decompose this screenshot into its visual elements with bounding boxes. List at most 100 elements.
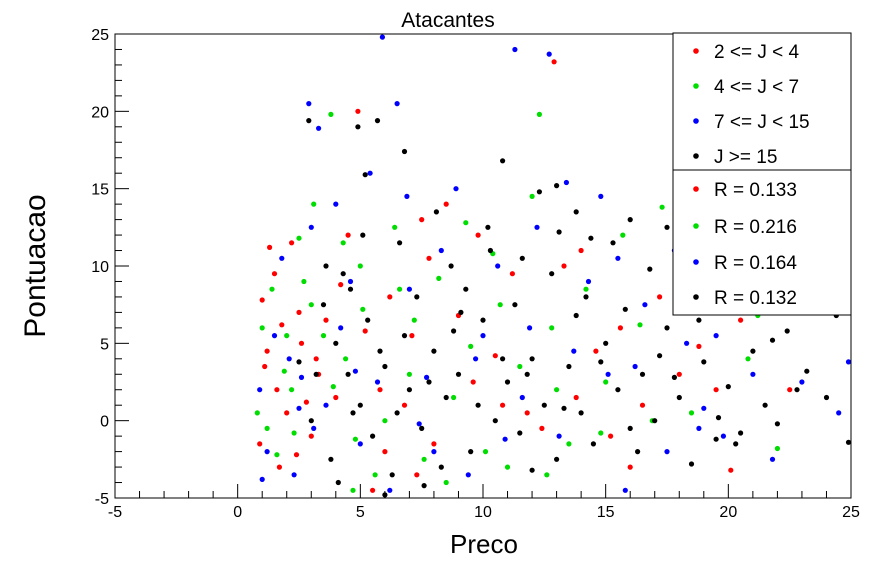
x-tick-label: 20 — [719, 504, 737, 521]
point-series-2-25 — [556, 433, 562, 439]
point-series-3-46 — [627, 425, 633, 431]
point-series-1-40 — [343, 356, 349, 362]
y-tick-label: 15 — [91, 182, 109, 199]
point-series-1-4 — [254, 410, 260, 416]
point-series-3-86 — [561, 405, 567, 411]
point-series-0-4 — [289, 240, 295, 246]
point-series-0-14 — [323, 317, 329, 323]
point-series-0-7 — [274, 387, 280, 393]
point-series-0-11 — [257, 441, 263, 447]
point-series-1-30 — [637, 322, 643, 328]
point-series-2-56 — [311, 425, 317, 431]
point-series-1-21 — [497, 302, 503, 308]
point-series-3-97 — [458, 309, 464, 315]
point-series-0-33 — [561, 263, 567, 269]
point-series-3-11 — [664, 224, 670, 230]
point-series-0-34 — [551, 59, 557, 65]
point-series-2-20 — [495, 263, 501, 269]
point-series-3-74 — [401, 333, 408, 339]
point-series-2-3 — [286, 356, 292, 362]
point-series-0-35 — [578, 247, 584, 254]
point-series-0-54 — [573, 394, 579, 401]
point-series-0-1 — [267, 244, 273, 250]
legend: 2 <= J < 4 4 <= J < 7 7 <= J < 15 J >= 15 R … — [672, 32, 852, 316]
point-series-3-34 — [480, 317, 486, 323]
point-series-3-69 — [549, 271, 555, 277]
point-series-1-36 — [296, 235, 302, 241]
point-series-0-24 — [443, 201, 449, 207]
point-series-3-88 — [635, 449, 641, 455]
point-series-0-41 — [713, 387, 719, 393]
point-series-3-9 — [588, 235, 594, 241]
point-series-2-5 — [306, 101, 312, 107]
x-tick-label: 25 — [842, 504, 860, 521]
point-series-2-14 — [404, 193, 410, 199]
point-series-2-63 — [615, 255, 621, 261]
point-series-3-7 — [554, 183, 560, 189]
point-series-3-4 — [401, 148, 408, 155]
point-series-2-16 — [438, 247, 444, 254]
point-series-0-46 — [431, 441, 437, 447]
legend-marker-2 — [693, 118, 699, 124]
point-series-2-57 — [259, 476, 265, 482]
point-series-3-18 — [823, 394, 830, 401]
point-series-3-32 — [455, 371, 462, 377]
point-series-2-52 — [696, 425, 702, 431]
point-series-2-12 — [394, 101, 400, 107]
point-series-1-31 — [659, 204, 665, 210]
point-series-3-78 — [573, 312, 579, 319]
point-series-3-87 — [598, 359, 604, 365]
point-series-3-91 — [335, 479, 341, 486]
point-series-0-23 — [426, 255, 432, 261]
point-series-3-106 — [657, 353, 663, 359]
point-series-0-22 — [409, 333, 415, 339]
y-tick-label: 20 — [91, 104, 109, 121]
point-series-2-1 — [264, 449, 270, 455]
legend-label-5: R = 0.216 — [714, 217, 797, 238]
point-series-3-60 — [328, 456, 334, 462]
point-series-1-17 — [436, 275, 442, 281]
point-series-3-101 — [397, 240, 403, 246]
point-series-1-12 — [360, 306, 366, 312]
y-axis-title: Pontuacao — [19, 194, 52, 337]
point-series-2-45 — [431, 449, 437, 455]
point-series-1-5 — [301, 278, 307, 285]
point-series-0-50 — [298, 340, 305, 346]
point-series-3-43 — [590, 441, 597, 447]
point-series-0-2 — [271, 271, 278, 277]
point-series-2-59 — [352, 368, 358, 374]
point-series-1-53 — [598, 430, 604, 436]
point-series-3-83 — [426, 379, 432, 385]
point-series-3-25 — [370, 433, 376, 439]
point-series-3-108 — [769, 337, 776, 343]
point-series-3-37 — [517, 430, 523, 436]
point-series-3-61 — [340, 271, 346, 277]
point-series-3-42 — [578, 410, 584, 416]
point-series-3-16 — [784, 328, 790, 334]
point-series-3-30 — [431, 348, 437, 354]
point-series-2-9 — [347, 278, 354, 285]
point-series-1-42 — [504, 464, 511, 470]
point-series-3-67 — [487, 247, 493, 254]
point-series-0-28 — [470, 379, 476, 385]
point-series-0-20 — [377, 387, 383, 393]
point-series-3-64 — [414, 294, 420, 300]
point-series-3-40 — [554, 456, 560, 462]
x-tick-label: 5 — [356, 504, 365, 521]
point-series-3-72 — [647, 266, 653, 272]
point-series-3-58 — [774, 421, 781, 427]
axis-ticks — [114, 33, 852, 499]
point-series-2-18 — [465, 472, 471, 478]
point-series-3-47 — [639, 371, 646, 377]
legend-marker-1 — [693, 83, 699, 89]
point-series-0-30 — [509, 271, 515, 277]
point-series-3-44 — [603, 340, 609, 346]
point-series-2-27 — [605, 371, 611, 377]
point-series-2-40 — [291, 472, 297, 478]
point-series-3-107 — [715, 415, 722, 421]
point-series-1-19 — [463, 220, 469, 226]
point-series-2-64 — [713, 333, 719, 339]
point-series-3-8 — [573, 209, 579, 215]
point-series-0-47 — [382, 449, 388, 455]
point-series-3-92 — [421, 483, 427, 489]
